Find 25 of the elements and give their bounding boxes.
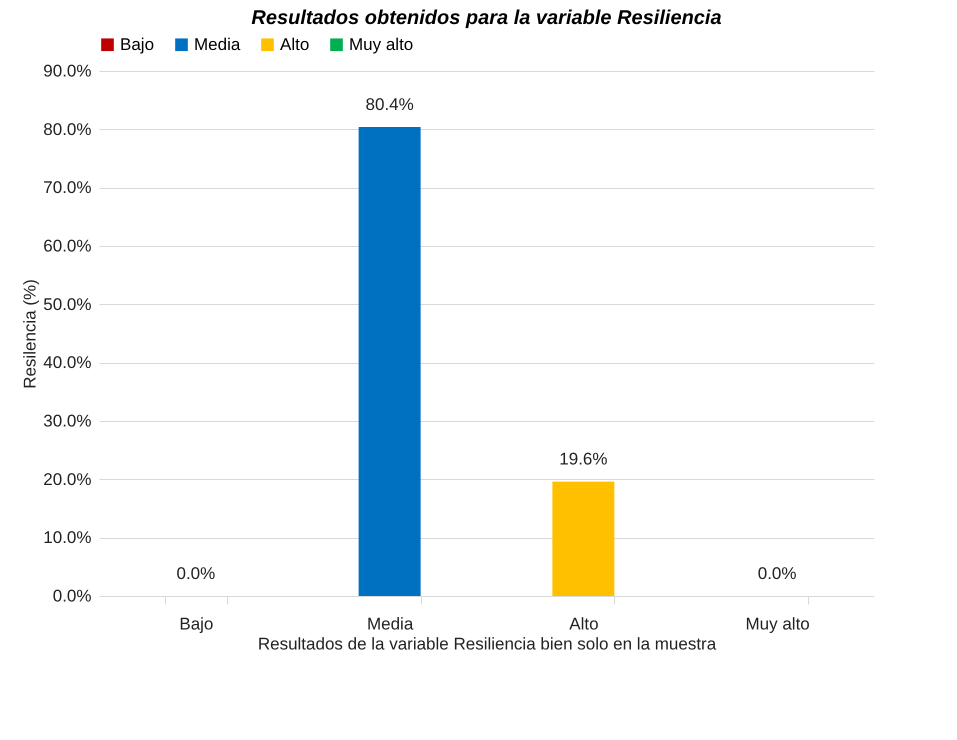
y-tick-label: 10.0% [43, 528, 92, 548]
y-tick-label: 0.0% [52, 586, 92, 606]
y-tick-label: 40.0% [43, 353, 92, 372]
y-tick-label: 20.0% [43, 470, 92, 489]
y-tick-label: 70.0% [43, 178, 92, 198]
y-tick-label: 80.0% [43, 120, 92, 139]
y-tick-label: 60.0% [43, 236, 92, 256]
x-axis-title: Resultados de la variable Resiliencia bien solo en la muestra [258, 634, 717, 654]
legend-label: Alto [280, 34, 310, 54]
y-axis-title: Resilencia (%) [20, 279, 40, 389]
legend-label: Media [194, 34, 241, 54]
data-label: 19.6% [559, 450, 608, 469]
legend-label: Muy alto [349, 34, 414, 54]
data-label: 0.0% [176, 564, 216, 583]
x-tick-label: Media [366, 614, 414, 634]
x-tick-label: Alto [569, 614, 599, 634]
chart-title: Resultados obtenidos para la variable Resiliencia [251, 7, 722, 29]
data-label: 0.0% [758, 564, 796, 583]
y-tick-label: 90.0% [43, 62, 92, 80]
x-tick-label: Bajo [179, 614, 214, 634]
y-tick-label: 50.0% [43, 294, 92, 314]
data-label: 80.4% [366, 95, 414, 114]
legend-label: Bajo [120, 34, 154, 54]
x-tick-label: Muy alto [746, 614, 810, 634]
y-tick-label: 30.0% [43, 412, 92, 430]
